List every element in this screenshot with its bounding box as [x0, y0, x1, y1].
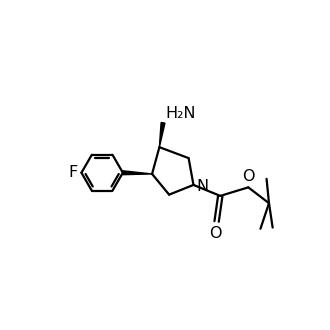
Text: O: O — [209, 226, 222, 241]
Text: N: N — [196, 179, 208, 194]
Polygon shape — [159, 122, 165, 147]
Text: F: F — [69, 165, 78, 180]
Text: H₂N: H₂N — [165, 106, 195, 121]
Text: O: O — [242, 169, 254, 184]
Polygon shape — [123, 171, 152, 175]
